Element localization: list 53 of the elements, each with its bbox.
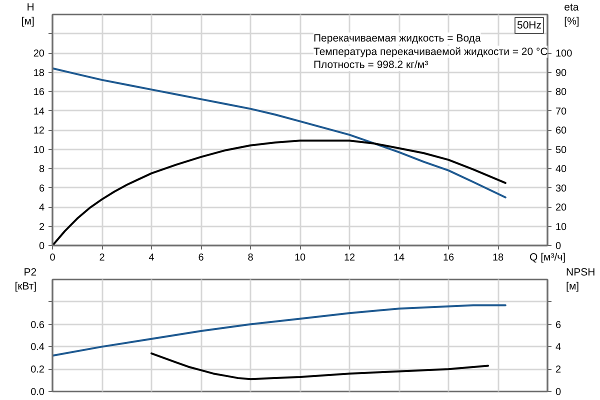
y-tick-label: 4 [38, 202, 45, 214]
y-tick-label: 14 [33, 106, 45, 118]
x-tick-label: 4 [148, 252, 155, 264]
y-tick-label: 0.6 [30, 320, 45, 331]
annotation: Плотность = 998.2 кг/м³ [314, 59, 429, 72]
annotation: Перекачиваемая жидкость = Вода [314, 32, 481, 44]
x-tick-label: 16 [442, 252, 454, 264]
y-tick-label: 16 [33, 87, 45, 98]
y-tick-label: 8 [38, 164, 45, 175]
line-series [52, 140, 506, 246]
y2-tick-label: 10 [556, 222, 568, 233]
y2-tick-label: 60 [556, 126, 568, 136]
y2-tick-label: 90 [556, 68, 568, 79]
y-tick-label: 12 [33, 126, 45, 136]
y-axis-title: P2 [кВт] [14, 266, 37, 293]
y2-tick-label: 40 [556, 164, 568, 175]
y-tick-label: 0.2 [30, 364, 45, 376]
y2-tick-label: 0 [556, 387, 562, 398]
y2-tick-label: 4 [556, 342, 562, 354]
y-tick-label: 18 [33, 68, 45, 79]
y-tick-label: 6 [38, 183, 45, 194]
x-tick-label: 14 [393, 252, 405, 264]
annotation: Температура перекачиваемой жидкости = 20 °C [314, 46, 548, 58]
line-series [52, 304, 506, 357]
y2-tick-label: 6 [556, 320, 562, 331]
x-tick-label: 6 [198, 252, 204, 264]
line-series [52, 67, 506, 198]
y2-axis-title: eta [%] [564, 1, 580, 28]
y-tick-label: 0.0 [30, 387, 45, 398]
x-tick-label: 12 [344, 252, 356, 264]
x-tick-label: 18 [492, 252, 504, 264]
line-series [150, 352, 490, 380]
x-tick-label: 0 [50, 252, 56, 264]
y-tick-label: 10 [33, 144, 45, 156]
y2-tick-label: 80 [556, 87, 568, 98]
y2-tick-label: 50 [556, 144, 568, 156]
y2-tick-label: 100 [556, 48, 573, 60]
x-tick-label: 8 [248, 252, 254, 264]
x-tick-label: 2 [99, 252, 106, 264]
y-tick-label: 0.4 [30, 342, 45, 354]
y2-tick-label: 30 [556, 183, 568, 194]
y-tick-label: 0 [38, 241, 45, 252]
y2-tick-label: 70 [556, 106, 568, 118]
y-axis-title: H [м] [21, 1, 34, 28]
y-tick-label: 20 [33, 48, 45, 60]
y2-axis-title: NPSH [м] [566, 266, 596, 293]
x-tick-label: 10 [294, 252, 306, 264]
x-axis-title: Q [м³/ч] [529, 252, 566, 264]
y2-tick-label: 0 [556, 241, 562, 252]
y2-tick-label: 2 [556, 364, 562, 376]
y-tick-label: 2 [38, 222, 45, 233]
text: 50Hz [516, 20, 542, 32]
y2-tick-label: 20 [556, 202, 568, 214]
